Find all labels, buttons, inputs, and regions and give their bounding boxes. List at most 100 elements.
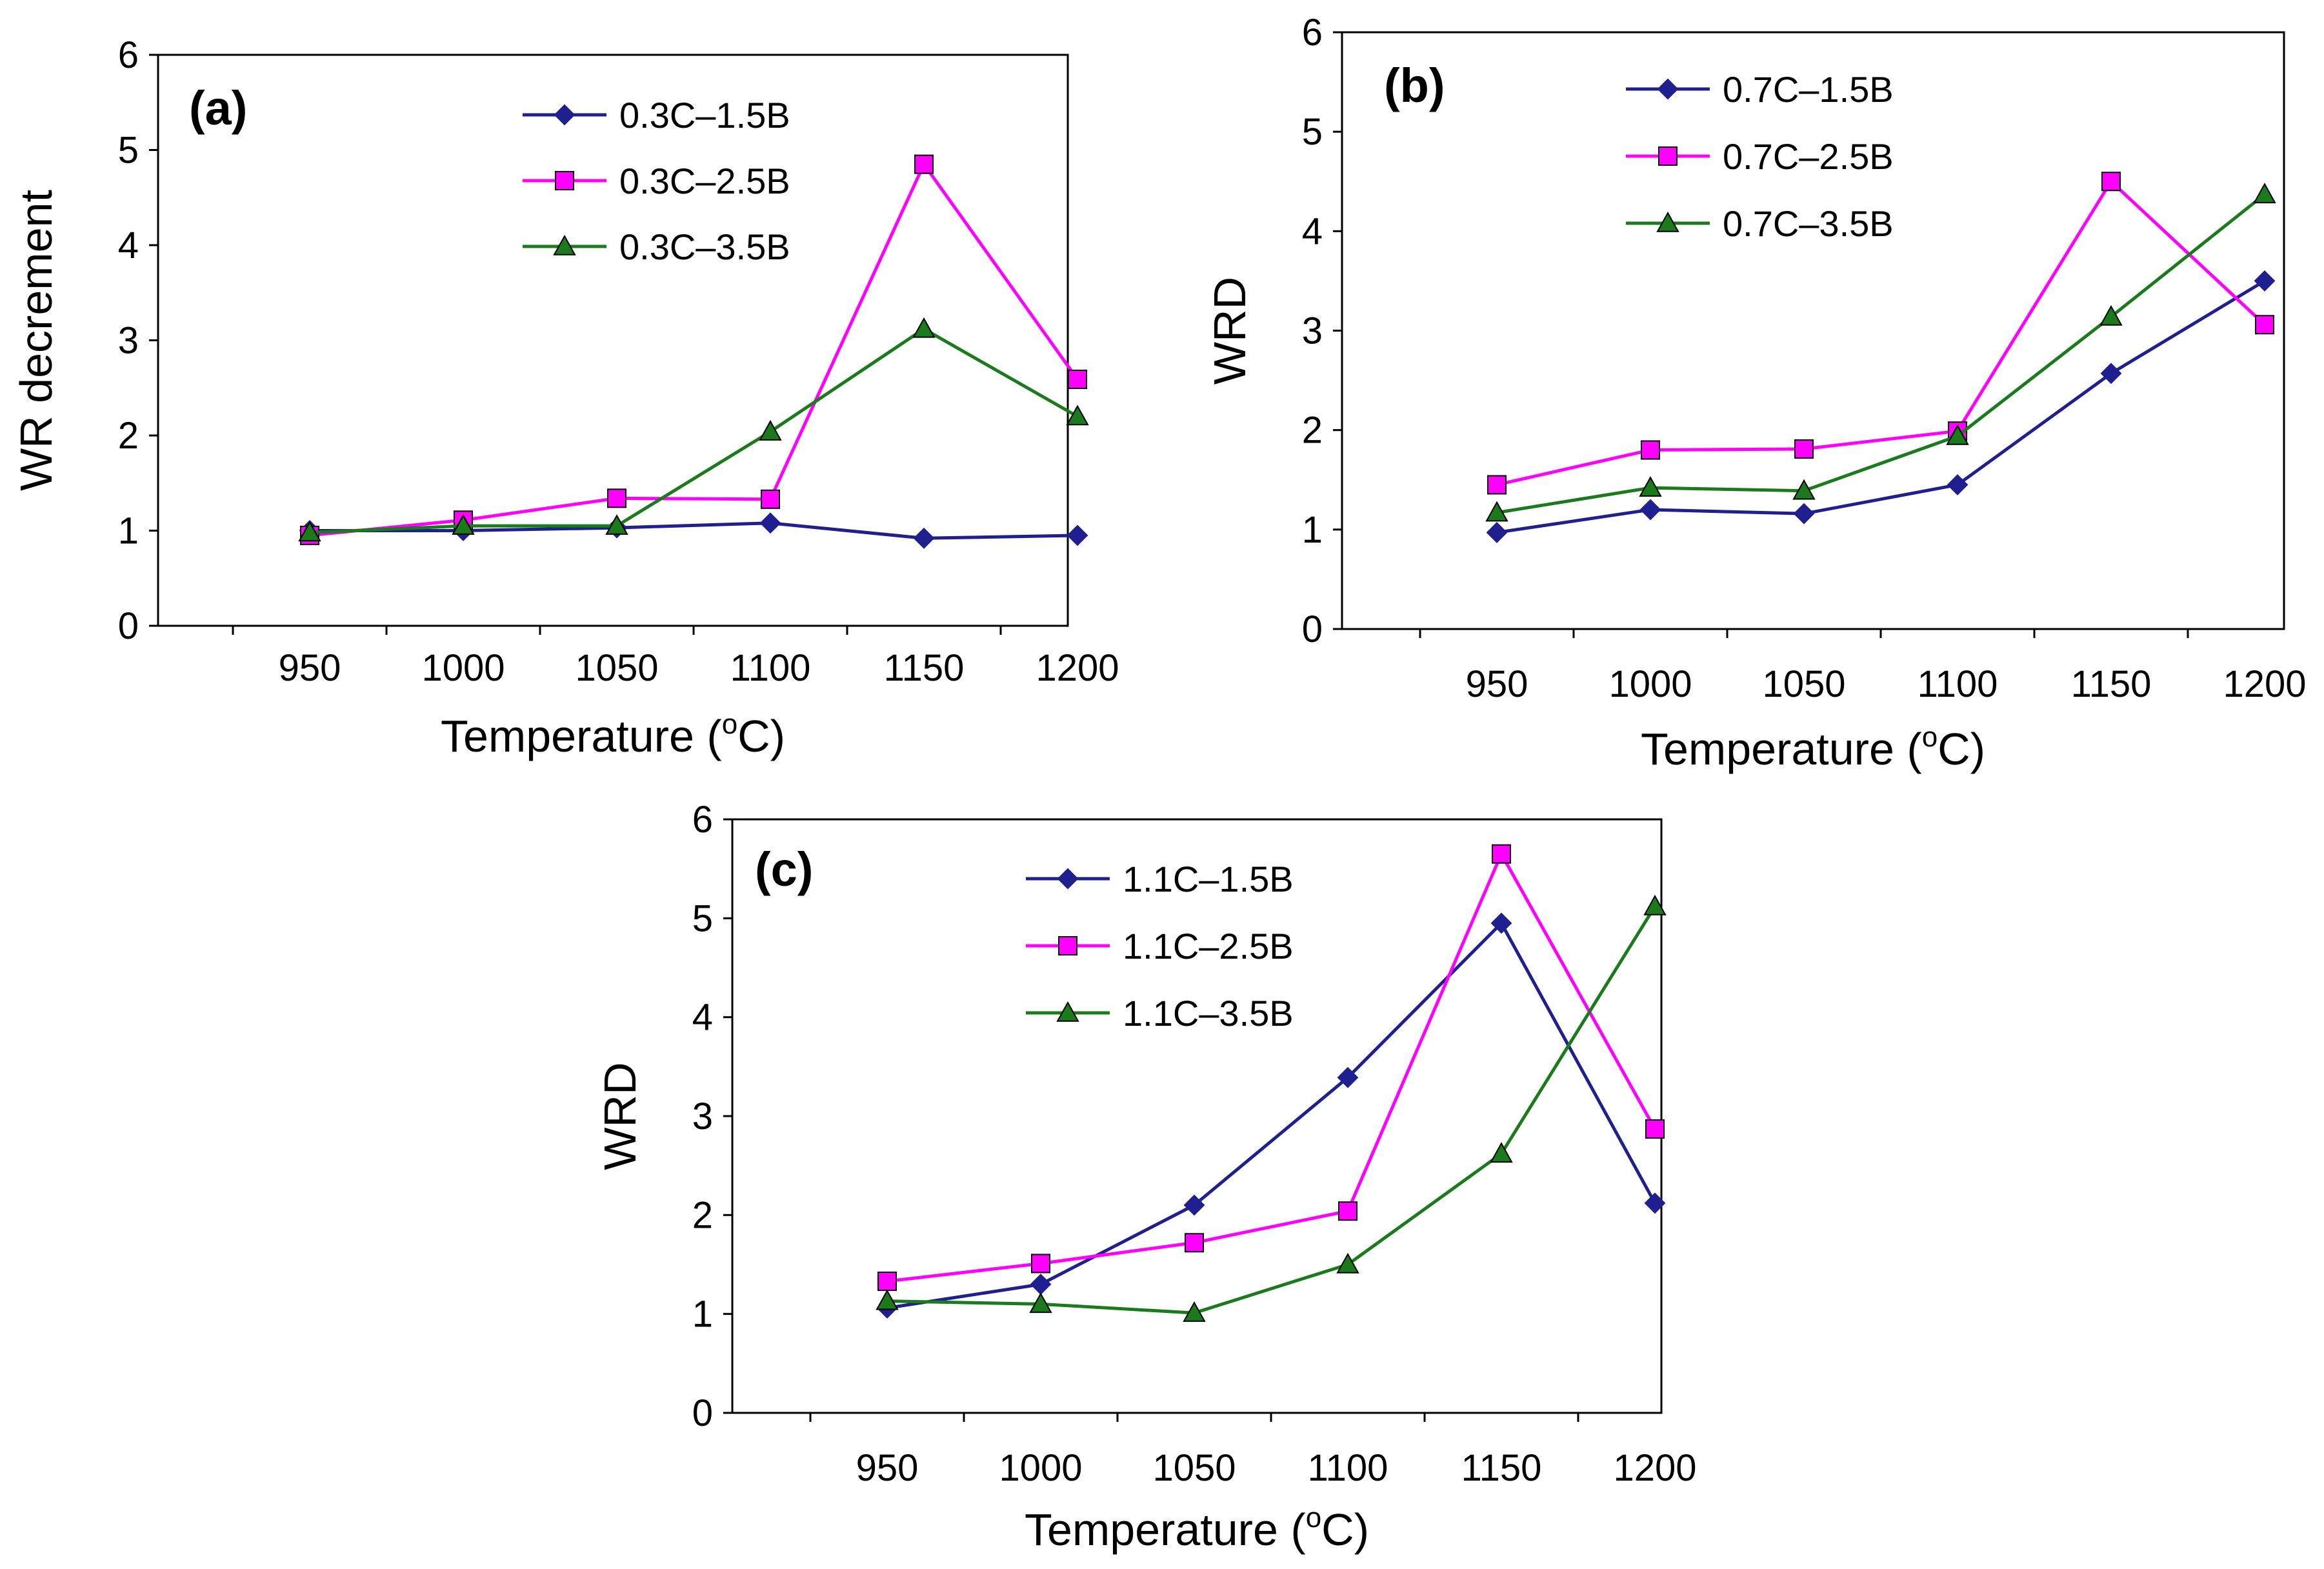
x-axis-title: Temperature (oC): [1641, 721, 1985, 774]
data-point: [1487, 475, 1507, 495]
y-tick-label: 6: [1302, 12, 1323, 54]
y-tick-label: 6: [692, 799, 713, 841]
panel-label: (c): [755, 843, 813, 896]
data-point: [759, 420, 782, 441]
series-line: [309, 326, 1079, 534]
legend-marker: [554, 104, 576, 126]
legend-entry: 0.7C–1.5B: [1626, 69, 1894, 110]
x-tick-label: 1200: [1613, 1447, 1696, 1489]
y-tick-label: 1: [118, 510, 139, 552]
chart-panel-b: 0 1 2 3 4 5 6 950 1000 1050 1100 1150 1200 Temperatur…: [1205, 12, 2307, 774]
x-axis-title-text: Temperature (: [441, 711, 722, 761]
legend-entry: 0.7C–2.5B: [1626, 136, 1894, 177]
data-point: [1643, 894, 1667, 915]
data-point: [1486, 522, 1508, 543]
data-point: [1946, 424, 1969, 445]
x-tick-label: 950: [279, 647, 341, 689]
data-point: [912, 317, 936, 338]
data-point: [876, 1289, 899, 1310]
x-tick-label: 1150: [2071, 663, 2152, 705]
y-tick-label: 3: [692, 1095, 713, 1137]
x-axis-title-unit: C): [737, 711, 785, 761]
data-point: [2255, 315, 2274, 335]
series-2: [1487, 172, 2274, 495]
data-point: [1947, 474, 1968, 495]
x-tick-label: 1200: [1036, 647, 1119, 689]
y-tick-label: 3: [118, 320, 139, 362]
data-point: [1793, 503, 1815, 525]
y-tick-label: 0: [118, 605, 139, 647]
legend-marker: [1058, 936, 1077, 955]
data-point: [2100, 363, 2122, 385]
legend-label: 0.3C–2.5B: [619, 161, 790, 201]
series-line: [310, 521, 1078, 540]
data-point: [1337, 1066, 1359, 1088]
y-tick-label: 5: [692, 897, 713, 939]
data-point: [1338, 1201, 1357, 1221]
legend-marker: [1658, 146, 1678, 166]
legend-marker: [553, 234, 576, 255]
legend-entry: 0.3C–3.5B: [523, 226, 790, 267]
series-1: [1486, 270, 2276, 543]
legend-marker: [1056, 1001, 1079, 1022]
x-tick-label: 1100: [1308, 1447, 1388, 1489]
series-line: [309, 161, 1079, 537]
x-axis-title-sup: o: [1922, 721, 1938, 753]
data-point: [759, 512, 781, 534]
x-tick-label: 1100: [730, 647, 811, 689]
data-point: [1490, 1142, 1513, 1163]
y-axis-title: WRD: [595, 1062, 645, 1170]
legend-label: 0.3C–1.5B: [619, 95, 790, 135]
data-point: [1066, 405, 1089, 426]
data-point: [1492, 844, 1511, 864]
y-tick-label: 2: [692, 1194, 713, 1236]
data-point: [2101, 172, 2121, 192]
series-2: [877, 844, 1665, 1292]
legend-marker: [555, 171, 574, 190]
data-point: [298, 521, 321, 542]
legend-marker: [1656, 211, 1679, 232]
x-tick-label: 1050: [1762, 663, 1845, 705]
y-tick-label: 4: [692, 997, 713, 1039]
plot-area: [731, 818, 1663, 1414]
x-axis-title-unit: C): [1321, 1504, 1369, 1555]
data-point: [1030, 1274, 1052, 1295]
y-tick-label: 3: [1302, 310, 1323, 352]
y-tick-label: 1: [1302, 509, 1323, 551]
data-point: [1490, 912, 1512, 934]
y-tick-label: 0: [692, 1392, 713, 1434]
data-point: [2099, 305, 2123, 326]
panel-label: (b): [1384, 59, 1445, 112]
x-axis-title-text: Temperature (: [1641, 724, 1922, 774]
series-1: [299, 512, 1088, 549]
x-tick-label: 1000: [999, 1447, 1082, 1489]
legend-entry: 1.1C–1.5B: [1026, 859, 1294, 899]
legend-marker: [1657, 78, 1679, 100]
data-point: [1067, 525, 1088, 546]
x-tick-label: 1050: [575, 647, 658, 689]
x-tick-label: 950: [1466, 663, 1528, 705]
x-axis-title-sup: o: [722, 708, 737, 740]
data-point: [1792, 479, 1816, 500]
legend-label: 1.1C–3.5B: [1123, 993, 1294, 1034]
y-tick-label: 4: [1302, 210, 1323, 252]
data-point: [1485, 501, 1508, 522]
chart-panel-a: 0 1 2 3 4 5 6 950 1000 1050 1100 1150 1200 Temperatur…: [11, 34, 1119, 761]
x-axis-title: Temperature (oC): [441, 708, 785, 761]
data-point: [877, 1272, 897, 1292]
series-line: [1496, 193, 2266, 515]
series-3: [876, 894, 1667, 1322]
legend-entry: 0.3C–2.5B: [523, 161, 790, 201]
panel-label: (a): [189, 81, 247, 135]
x-tick-label: 1050: [1152, 1447, 1236, 1489]
legend-label: 0.7C–1.5B: [1723, 69, 1894, 110]
legend-label: 0.3C–3.5B: [619, 226, 790, 267]
data-point: [1644, 1192, 1666, 1214]
y-tick-label: 0: [1302, 608, 1323, 650]
y-tick-label: 5: [118, 130, 139, 172]
data-point: [1029, 1292, 1052, 1314]
y-tick-label: 4: [118, 225, 139, 266]
series-line: [1496, 179, 2266, 486]
data-point: [914, 154, 934, 174]
